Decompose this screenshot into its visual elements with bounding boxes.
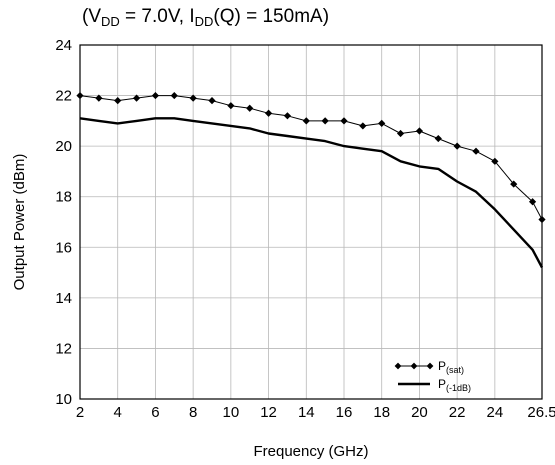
title-vdd-subscript: DD [101, 14, 120, 29]
x-tick-label: 16 [336, 404, 353, 421]
x-tick-label: 20 [411, 404, 428, 421]
data-point-psat [340, 117, 348, 125]
data-point-psat [434, 134, 442, 143]
title-mid: = 7.0V, I [119, 6, 195, 27]
y-tick-label: 14 [55, 290, 72, 307]
data-point-psat [227, 102, 235, 110]
y-tick-label: 10 [55, 391, 72, 408]
legend-marker-psat [426, 362, 434, 370]
data-point-psat [321, 117, 329, 125]
title-suffix: (Q) = 150mA) [213, 6, 330, 27]
data-point-psat [151, 91, 160, 100]
x-tick-label: 14 [298, 404, 315, 421]
data-point-psat [264, 109, 273, 117]
y-tick-label: 12 [55, 340, 72, 357]
x-tick-label: 4 [114, 404, 122, 421]
data-point-psat [114, 97, 122, 105]
y-tick-labels: 10 12 14 16 18 20 22 24 [55, 37, 72, 408]
y-tick-label: 22 [55, 88, 72, 105]
data-point-psat [132, 94, 141, 102]
series-line-p1db [79, 117, 544, 269]
legend-label-sub: (sat) [446, 365, 464, 375]
title-idd-subscript: DD [194, 14, 214, 29]
data-point-psat [246, 104, 254, 112]
data-point-psat [396, 129, 405, 138]
x-tick-labels: 2 4 6 8 10 12 14 16 18 20 22 24 26.5 [76, 404, 555, 421]
data-point-psat [491, 157, 499, 165]
data-point-psat [453, 142, 461, 150]
legend-marker-psat [410, 362, 418, 370]
data-point-psat [510, 180, 518, 188]
data-point-psat [302, 117, 310, 125]
data-point-psat [415, 127, 424, 135]
x-tick-label: 2 [76, 404, 84, 421]
y-tick-label: 20 [55, 138, 72, 155]
y-tick-label: 16 [55, 239, 72, 256]
legend-label-p1db: P(-1dB) [438, 377, 471, 393]
x-tick-label: 8 [189, 404, 197, 421]
x-tick-label: 18 [373, 404, 390, 421]
x-tick-label: 12 [260, 404, 277, 421]
chart-title: (VDD = 7.0V, IDD(Q) = 150mA) [82, 6, 329, 29]
plot-frame [79, 44, 543, 400]
data-point-psat [472, 147, 480, 155]
data-point-psat [189, 94, 197, 102]
legend-marker-psat [394, 362, 402, 370]
title-prefix: (V [82, 6, 101, 27]
data-point-psat [528, 198, 537, 206]
data-point-psat [359, 122, 367, 130]
x-tick-label: 22 [449, 404, 466, 421]
y-tick-label: 18 [55, 189, 72, 206]
x-tick-label: 10 [223, 404, 240, 421]
legend: P(sat)P(-1dB) [394, 359, 471, 393]
series-line-psat [79, 95, 543, 220]
legend-label-psat: P(sat) [438, 359, 464, 375]
y-tick-label: 24 [55, 37, 72, 54]
data-point-psat [283, 112, 292, 120]
x-tick-label: 24 [487, 404, 504, 421]
legend-label-sub: (-1dB) [446, 383, 471, 393]
legend-label-main: P [438, 377, 446, 391]
x-tick-label: 6 [151, 404, 159, 421]
data-point-psat [170, 91, 178, 100]
y-axis-label: Output Power (dBm) [11, 154, 28, 291]
series-layer [76, 91, 546, 269]
legend-label-main: P [438, 359, 446, 373]
data-point-psat [95, 94, 103, 102]
data-point-psat [378, 119, 386, 127]
grid [79, 44, 543, 400]
data-point-psat [208, 97, 216, 105]
x-tick-label: 26.5 [527, 404, 555, 421]
x-axis-label: Frequency (GHz) [253, 443, 368, 460]
